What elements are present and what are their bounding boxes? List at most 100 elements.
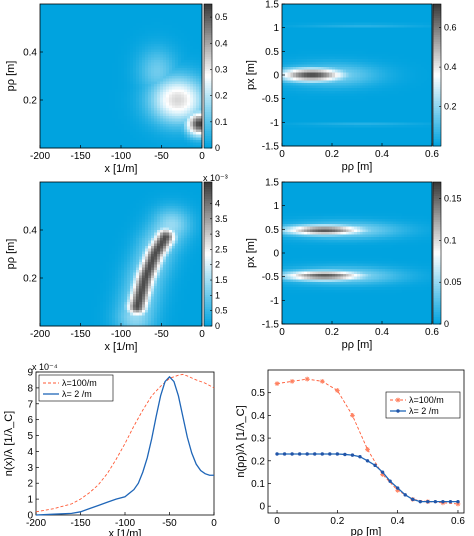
heatmap-cell [88,57,92,61]
heatmap-cell [423,96,428,100]
heatmap-cell [142,118,146,122]
heatmap-cell [282,51,286,55]
heatmap-cell [97,38,101,42]
heatmap-cell [412,69,416,73]
heatmap-cell [418,64,422,68]
heatmap-cell [40,92,44,96]
heatmap-cell [295,96,300,100]
heatmap-cell [94,14,98,18]
heatmap-cell [318,69,322,73]
heatmap-cell [55,17,59,21]
heatmap-cell [376,19,380,24]
heatmap-cell [398,43,403,47]
heatmap-cell [109,134,113,138]
heatmap-cell [58,76,62,80]
heatmap-cell [100,65,104,69]
heatmap-cell [404,61,408,66]
heatmap-cell [415,38,419,42]
heatmap-cell [73,94,77,98]
heatmap-cell [124,14,128,18]
heatmap-cell [121,97,125,101]
heatmap-cell [368,17,372,21]
heatmap-cell [52,9,56,13]
heatmap-cell [329,19,333,24]
heatmap-cell [139,52,143,56]
heatmap-cell [85,137,89,141]
heatmap-cell [312,6,316,10]
heatmap-cell [91,76,95,80]
heatmap-cell [184,78,188,82]
heatmap-cell [109,9,113,13]
heatmap-cell [166,116,170,120]
heatmap-cell [343,11,347,16]
heatmap-cell [58,137,62,141]
heatmap-cell [287,51,291,55]
heatmap-cell [124,9,128,13]
heatmap-cell [412,61,416,66]
heatmap-cell [287,48,291,52]
heatmap-cell [52,14,56,18]
heatmap-cell [290,75,294,79]
heatmap-cell [315,38,319,42]
heatmap-cell [178,20,182,24]
heatmap-cell [94,57,98,61]
heatmap-cell [282,9,286,13]
heatmap-cell [94,36,98,40]
heatmap-cell [326,30,330,34]
heatmap-cell [67,44,71,48]
heatmap-cell [326,90,330,95]
heatmap-cell [184,73,188,77]
heatmap-cell [326,43,330,47]
heatmap-cell [49,108,53,112]
heatmap-cell [370,19,375,24]
heatmap-cell [376,11,380,16]
heatmap-cell [409,38,414,42]
heatmap-cell [52,94,56,98]
heatmap-cell [49,28,53,32]
heatmap-cell [136,52,140,56]
heatmap-cell [301,88,305,92]
heatmap-cell [142,102,146,106]
heatmap-cell [357,96,361,100]
heatmap-cell [320,51,325,55]
heatmap-cell [312,40,316,45]
heatmap-cell [145,9,149,13]
heatmap-cell [121,33,125,37]
heatmap-cell [151,102,155,106]
heatmap-cell [43,145,47,149]
heatmap-cell [172,33,176,37]
heatmap-cell [309,51,314,55]
heatmap-cell [121,142,125,146]
heatmap-cell [70,65,74,69]
heatmap-cell [112,142,116,146]
heatmap-cell [166,108,170,112]
heatmap-cell [187,70,191,74]
heatmap-cell [393,98,397,102]
heatmap-cell [112,12,116,16]
heatmap-cell [178,86,182,90]
heatmap-cell [52,38,56,42]
heatmap-cell [172,62,176,66]
heatmap-cell [379,35,383,39]
heatmap-cell [312,43,316,47]
heatmap-cell [97,132,101,136]
heatmap-cell [298,93,303,97]
heatmap-cell [332,90,336,95]
heatmap-cell [423,69,428,73]
heatmap-cell [142,41,146,45]
heatmap-cell [115,142,119,146]
heatmap-cell [67,97,71,101]
heatmap-cell [97,57,101,61]
heatmap-cell [160,142,164,146]
heatmap-cell [199,25,203,29]
heatmap-cell [401,35,405,39]
heatmap-cell [398,53,403,58]
heatmap-cell [73,124,77,128]
heatmap-cell [368,90,372,95]
heatmap-cell [326,25,330,29]
heatmap-cell [154,30,158,34]
heatmap-cell [148,20,152,24]
heatmap-cell [46,4,50,8]
heatmap-cell [130,92,134,96]
heatmap-cell [187,92,191,96]
